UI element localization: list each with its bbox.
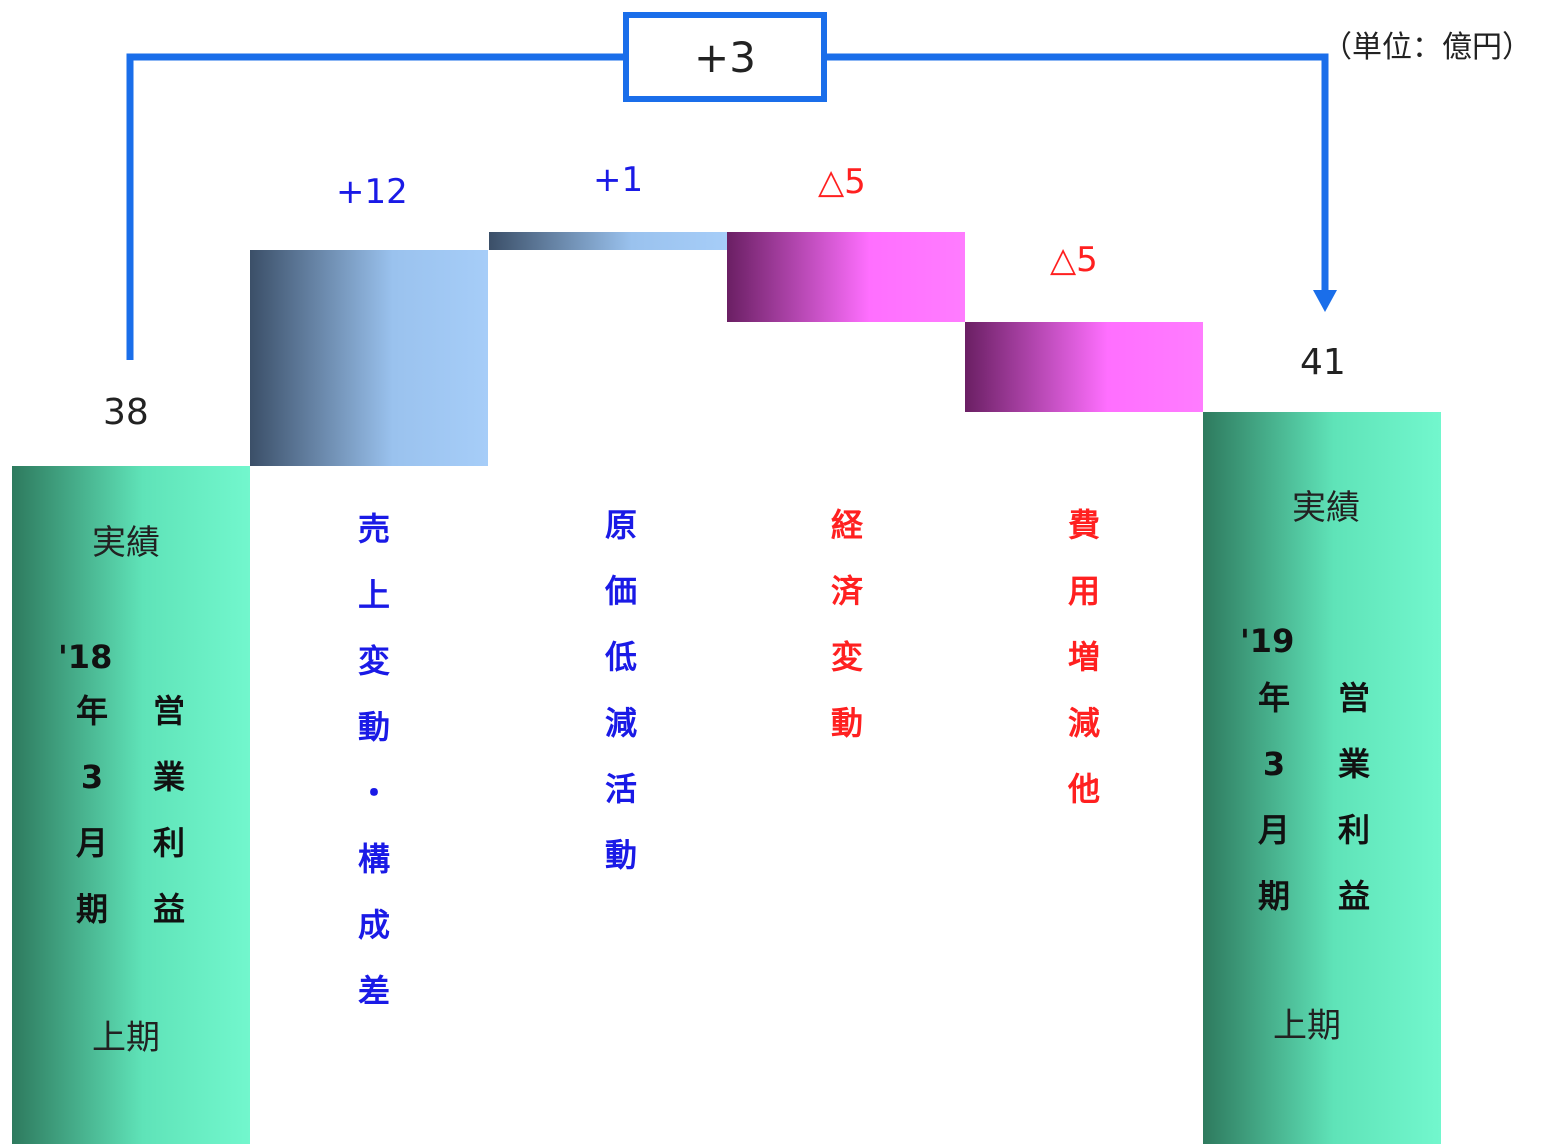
start-bar — [12, 466, 250, 1144]
category-char: 済 — [830, 572, 863, 610]
start-title-col1: 年 3 月 期 — [68, 678, 116, 942]
end-title-col1: 年 3 月 期 — [1250, 665, 1298, 929]
title-char: 期 — [75, 890, 108, 928]
step-category-label: 費 用 増 減 他 — [1054, 492, 1114, 822]
category-char: 構 — [357, 840, 390, 878]
category-char: ・ — [357, 774, 390, 812]
title-char: 益 — [152, 890, 185, 928]
category-char: 経 — [830, 506, 863, 544]
total-change-box: +3 — [623, 12, 827, 102]
step-bar — [727, 232, 965, 322]
title-char: 月 — [75, 824, 108, 862]
step-category-label: 原 価 低 減 活 動 — [591, 492, 651, 888]
step-category-label: 売 上 変 動 ・ 構 成 差 — [344, 496, 404, 1024]
category-char: 原 — [604, 506, 637, 544]
category-char: 動 — [604, 836, 637, 874]
end-title-col2: 営 業 利 益 — [1330, 665, 1378, 929]
title-char: 業 — [1337, 745, 1370, 783]
end-bottom-text: 上期 — [1273, 1006, 1341, 1046]
category-char: 動 — [830, 704, 863, 742]
title-char: 3 — [1262, 745, 1286, 783]
total-change-bracket — [126, 53, 1337, 360]
title-char: 利 — [1337, 811, 1370, 849]
title-char: 年 — [1257, 679, 1290, 717]
end-bar — [1203, 412, 1441, 1144]
title-char: 営 — [152, 692, 185, 730]
title-char: 年 — [75, 692, 108, 730]
title-char: 営 — [1337, 679, 1370, 717]
category-char: 増 — [1067, 638, 1100, 676]
bracket-line-right — [822, 53, 1329, 292]
category-char: 上 — [357, 576, 390, 614]
start-bottom-text: 上期 — [92, 1018, 160, 1058]
title-char: 利 — [152, 824, 185, 862]
step-category-label: 経 済 変 動 — [817, 492, 877, 756]
category-char: 売 — [357, 510, 390, 548]
start-top-text: 実績 — [92, 523, 160, 563]
title-char: 3 — [80, 758, 104, 796]
unit-label: （単位：億円） — [1322, 30, 1532, 65]
category-char: 成 — [357, 906, 390, 944]
title-char: 業 — [152, 758, 185, 796]
category-char: 用 — [1067, 572, 1100, 610]
step-bar — [250, 250, 488, 466]
category-char: 費 — [1067, 506, 1100, 544]
category-char: 変 — [357, 642, 390, 680]
category-char: 減 — [1067, 704, 1100, 742]
category-char: 価 — [604, 572, 637, 610]
category-char: 変 — [830, 638, 863, 676]
start-year-label: '18 — [58, 638, 113, 676]
category-char: 減 — [604, 704, 637, 742]
arrow-head-icon — [1313, 290, 1337, 312]
category-char: 活 — [604, 770, 637, 808]
title-char: 月 — [1257, 811, 1290, 849]
category-char: 動 — [357, 708, 390, 746]
end-year-label: '19 — [1240, 622, 1295, 660]
start-value-label: 38 — [103, 392, 149, 433]
title-char: 益 — [1337, 877, 1370, 915]
total-change-label: +3 — [694, 32, 756, 82]
step-delta-label: +12 — [336, 172, 408, 212]
step-delta-label: △5 — [1050, 240, 1098, 280]
start-title-col2: 営 業 利 益 — [145, 678, 193, 942]
step-delta-label: △5 — [818, 162, 866, 202]
step-delta-label: +1 — [593, 160, 644, 200]
category-char: 他 — [1067, 770, 1100, 808]
end-value-label: 41 — [1300, 342, 1346, 383]
title-char: 期 — [1257, 877, 1290, 915]
step-bar — [489, 232, 727, 250]
category-char: 差 — [357, 972, 390, 1010]
step-bar — [965, 322, 1203, 412]
category-char: 低 — [604, 638, 637, 676]
end-top-text: 実績 — [1292, 488, 1360, 528]
bracket-line — [126, 53, 628, 360]
